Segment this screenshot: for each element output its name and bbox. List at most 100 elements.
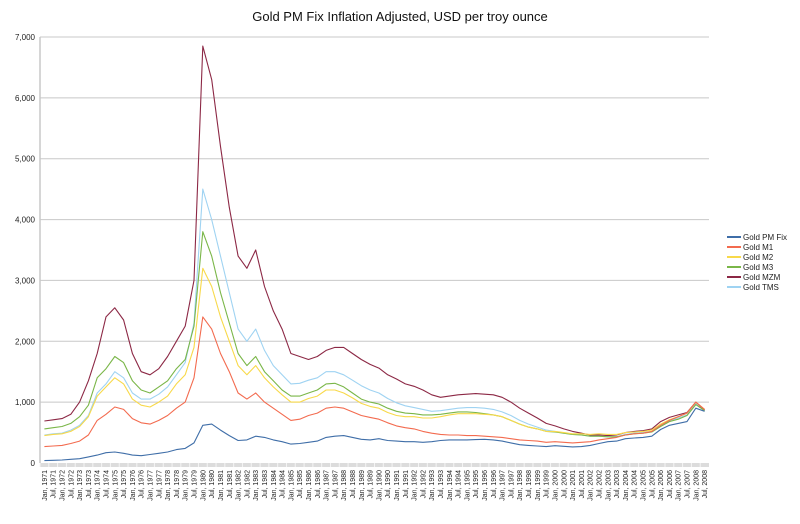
y-tick-label: 0 [31, 459, 36, 468]
series-line-gold-m1 [44, 316, 705, 448]
x-tick-label: Jul, 1997 [508, 470, 515, 499]
x-tick-label: Jul, 1982 [244, 470, 251, 499]
x-tick-label: Jul, 1996 [491, 470, 498, 499]
x-tick-label: Jul, 1974 [104, 470, 111, 499]
x-tick-label: Jul, 1995 [473, 470, 480, 499]
x-tick-label: Jul, 1984 [280, 470, 287, 499]
x-tick-label: Jul, 2003 [614, 470, 621, 499]
x-tick-label: Jan, 1995 [464, 470, 471, 501]
x-tick-label: Jan, 1989 [359, 470, 366, 501]
x-tick-label: Jan, 1994 [447, 470, 454, 501]
x-tick-label: Jul, 1991 [403, 470, 410, 499]
x-tick-label: Jul, 1998 [526, 470, 533, 499]
x-tick-label: Jan, 1990 [376, 470, 383, 501]
x-tick-label: Jul, 1985 [297, 470, 304, 499]
x-tick-label: Jan, 1975 [112, 470, 119, 501]
x-tick-label: Jul, 2007 [684, 470, 691, 499]
series-line-gold-m3 [44, 231, 705, 438]
x-tick-label: Jul, 2004 [632, 470, 639, 499]
legend-item: Gold M2 [727, 252, 787, 262]
x-tick-label: Jul, 1983 [262, 470, 269, 499]
legend-label: Gold M2 [743, 252, 774, 262]
legend-swatch [727, 246, 741, 248]
x-tick-label: Jan, 1985 [288, 470, 295, 501]
x-tick-label: Jul, 2002 [596, 470, 603, 499]
x-tick-label: Jul, 1988 [350, 470, 357, 499]
y-tick-label: 3,000 [15, 276, 36, 285]
x-tick-label: Jul, 1992 [420, 470, 427, 499]
y-tick-label: 7,000 [15, 33, 36, 42]
x-tick-label: Jul, 1977 [156, 470, 163, 499]
x-tick-label: Jan, 2007 [676, 470, 683, 501]
x-tick-label: Jul, 1987 [332, 470, 339, 499]
series-line-gold-pm-fix [44, 407, 705, 462]
x-tick-label: Jan, 1976 [130, 470, 137, 501]
x-tick-label: Jan, 1993 [429, 470, 436, 501]
series-line-gold-mzm [44, 45, 705, 437]
y-tick-label: 1,000 [15, 398, 36, 407]
legend: Gold PM Fix Gold M1 Gold M2 Gold M3 Gold MZM… [727, 232, 787, 292]
y-tick-label: 2,000 [15, 337, 36, 346]
x-tick-label: Jan, 1972 [60, 470, 67, 501]
x-tick-label: Jul, 1990 [385, 470, 392, 499]
x-tick-label: Jan, 1988 [341, 470, 348, 501]
x-tick-label: Jul, 2000 [561, 470, 568, 499]
x-tick-label: Jan, 2002 [588, 470, 595, 501]
x-tick-label: Jan, 2008 [693, 470, 700, 501]
legend-item: Gold M3 [727, 262, 787, 272]
x-tick-label: Jan, 1992 [412, 470, 419, 501]
x-tick-label: Jan, 1974 [95, 470, 102, 501]
x-tick-label: Jul, 1981 [227, 470, 234, 499]
x-tick-label: Jul, 1978 [174, 470, 181, 499]
x-tick-label: Jul, 2005 [649, 470, 656, 499]
x-tick-label: Jan, 1971 [42, 470, 49, 501]
x-tick-label: Jan, 1981 [218, 470, 225, 501]
x-tick-label: Jul, 1972 [68, 470, 75, 499]
x-tick-label: Jul, 2008 [702, 470, 709, 499]
x-tick-label: Jan, 1996 [482, 470, 489, 501]
x-tick-label: Jul, 2001 [579, 470, 586, 499]
x-tick-label: Jul, 1999 [544, 470, 551, 499]
x-tick-label: Jan, 2001 [570, 470, 577, 501]
x-tick-label: Jul, 1986 [315, 470, 322, 499]
legend-label: Gold MZM [743, 272, 781, 282]
x-tick-label: Jul, 1976 [139, 470, 146, 499]
legend-swatch [727, 286, 741, 288]
series-lines [44, 45, 705, 462]
x-tick-label: Jul, 1973 [86, 470, 93, 499]
x-tick-label: Jan, 1991 [394, 470, 401, 501]
x-tick-label: Jul, 1994 [456, 470, 463, 499]
y-tick-label: 5,000 [15, 155, 36, 164]
legend-swatch [727, 276, 741, 278]
y-tick-label: 6,000 [15, 94, 36, 103]
x-tick-label: Jan, 1973 [77, 470, 84, 501]
x-tick-label: Jan, 1986 [306, 470, 313, 501]
x-tick-label: Jan, 1999 [535, 470, 542, 501]
x-tick-label: Jul, 1971 [51, 470, 58, 499]
y-tick-label: 4,000 [15, 216, 36, 225]
chart-title: Gold PM Fix Inflation Adjusted, USD per … [252, 9, 548, 24]
x-tick-label: Jul, 1975 [121, 470, 128, 499]
x-tick-label: Jul, 1979 [192, 470, 199, 499]
legend-swatch [727, 236, 741, 238]
legend-label: Gold M1 [743, 242, 774, 252]
x-tick-label: Jan, 2003 [605, 470, 612, 501]
x-tick-label: Jan, 1982 [236, 470, 243, 501]
x-tick-label: Jul, 1980 [209, 470, 216, 499]
legend-label: Gold TMS [743, 282, 779, 292]
x-tick-label: Jan, 1977 [148, 470, 155, 501]
x-tick-label: Jan, 1987 [324, 470, 331, 501]
x-tick-label: Jul, 2006 [667, 470, 674, 499]
x-axis: Jan, 1971 Jul, 1971 Jan, 1972 Jul, 1972 Jan,… [39, 463, 709, 501]
legend-item: Gold M1 [727, 242, 787, 252]
series-line-gold-m2 [44, 267, 705, 437]
legend-label: Gold M3 [743, 262, 774, 272]
x-tick-label: Jul, 1993 [438, 470, 445, 499]
series-line-gold-tms [44, 188, 705, 438]
legend-swatch [727, 256, 741, 258]
x-tick-label: Jan, 2006 [658, 470, 665, 501]
x-tick-label: Jan, 2005 [640, 470, 647, 501]
x-tick-label: Jan, 1997 [500, 470, 507, 501]
y-axis: 0 1,000 2,000 3,000 4,000 5,000 6,000 7,000 [15, 33, 36, 468]
